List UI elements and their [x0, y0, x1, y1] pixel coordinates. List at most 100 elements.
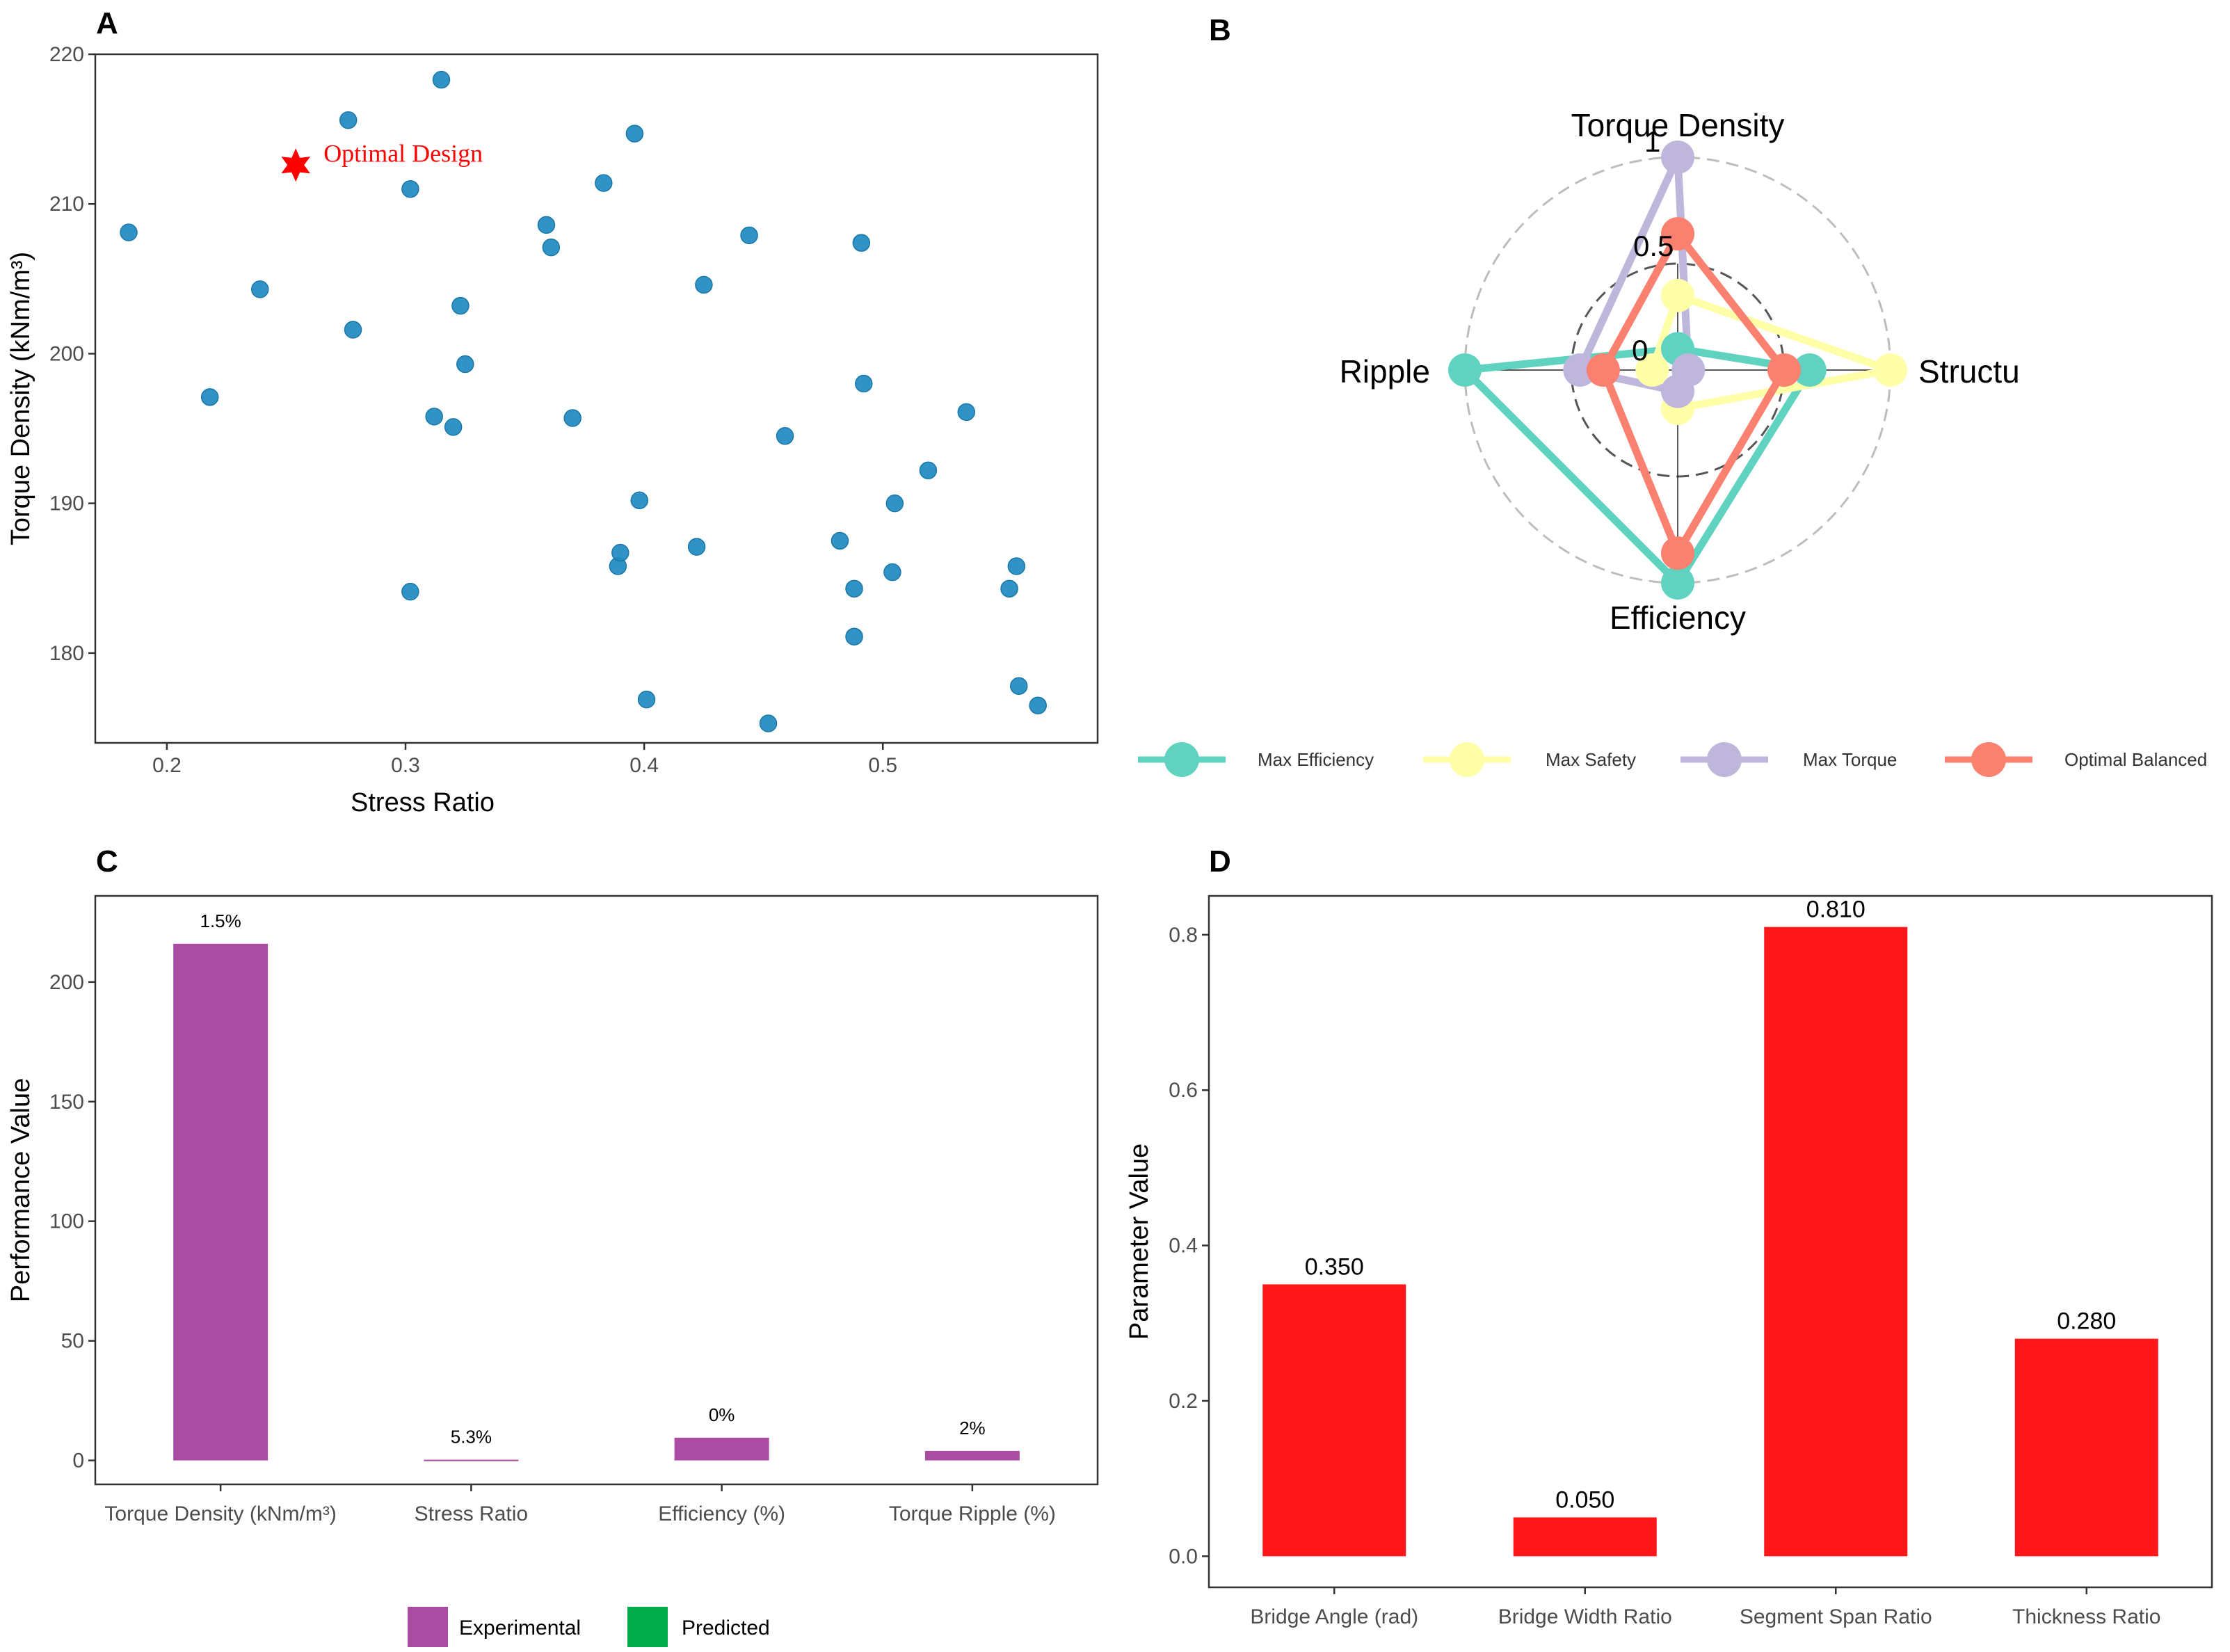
scatter-point	[344, 321, 362, 339]
x-axis-title: Stress Ratio	[351, 788, 495, 817]
legend-label-b: Max Torque	[1803, 749, 1897, 770]
scatter-point	[537, 216, 556, 234]
y-tick-label: 0.6	[1169, 1079, 1198, 1102]
bar-data-label: 0.810	[1806, 897, 1866, 923]
x-tick-label: Efficiency (%)	[658, 1502, 785, 1525]
panel-a-scatter: 0.2 0.3 0.4 0.5 180 190 200 210 220 Stress Ratio T…	[6, 43, 1099, 817]
x-tick-label: Segment Span Ratio	[1740, 1605, 1932, 1628]
legend-label-b: Max Efficiency	[1258, 749, 1374, 770]
scatter-point	[401, 582, 419, 601]
y-tick-label: 0.0	[1169, 1545, 1198, 1568]
y-tick-label: 180	[49, 642, 84, 665]
radar-point	[1563, 353, 1597, 387]
scatter-point	[740, 226, 758, 245]
radar-point	[1661, 374, 1694, 408]
scatter-point	[1000, 579, 1018, 598]
x-tick-label: Stress Ratio	[415, 1502, 528, 1525]
legend-marker-b	[1164, 742, 1199, 777]
scatter-point	[883, 563, 901, 582]
legend-marker-b	[1707, 742, 1742, 777]
bar-experimental	[424, 1459, 519, 1461]
panel-c-bar: 0 50 100 150 200 Torque Density (kNm/m³) 1.5% S…	[6, 895, 1099, 1647]
y-tick-label: 200	[49, 971, 84, 994]
optimal-design-label: Optimal Design	[323, 139, 483, 167]
x-tick-label: Thickness Ratio	[2012, 1605, 2160, 1628]
y-axis-title: Torque Density (kNm/m³)	[6, 252, 35, 545]
legend-marker-b	[1450, 742, 1484, 777]
radar-point	[1874, 353, 1907, 387]
scatter-point	[250, 280, 269, 298]
radar-point	[1635, 353, 1669, 387]
y-tick-label: 220	[49, 43, 84, 66]
scatter-point	[444, 418, 463, 436]
scatter-point	[1029, 696, 1047, 714]
legend-swatch-c	[627, 1607, 668, 1647]
bar-data-label: 0.350	[1305, 1253, 1364, 1280]
radar-axis-label-top: Torque Density	[1571, 107, 1785, 143]
panel-letter-b: B	[1209, 13, 1231, 47]
panel-letter-a: A	[96, 6, 118, 40]
scatter-point	[1010, 677, 1028, 695]
scatter-point	[957, 403, 976, 422]
y-tick-label: 0.8	[1169, 924, 1198, 947]
y-tick-label: 200	[49, 342, 84, 365]
scatter-point	[120, 223, 138, 241]
scatter-point	[200, 388, 219, 406]
bar-parameter	[1262, 1284, 1406, 1557]
scatter-point	[630, 491, 649, 510]
scatter-point	[451, 296, 470, 315]
y-axis-title: Performance Value	[6, 1078, 35, 1302]
scatter-point	[919, 461, 938, 480]
y-tick-label: 210	[49, 193, 84, 216]
scatter-point	[695, 275, 713, 294]
legend-label-c: Experimental	[459, 1617, 581, 1639]
scatter-point	[776, 427, 794, 445]
scatter-point	[611, 543, 629, 562]
scatter-point	[432, 70, 451, 89]
radar-point	[1661, 141, 1694, 174]
radar-point	[1767, 353, 1801, 387]
radar-point	[1792, 353, 1827, 387]
scatter-point	[637, 690, 656, 709]
scatter-point	[339, 111, 358, 129]
scatter-point	[542, 238, 561, 257]
y-tick-label: 100	[49, 1210, 84, 1233]
y-tick-label: 0.4	[1169, 1235, 1198, 1258]
legend-label-b: Max Safety	[1546, 749, 1636, 770]
scatter-point	[425, 408, 443, 426]
y-tick-label: 150	[49, 1091, 84, 1114]
x-tick-label: 0.4	[629, 754, 659, 777]
y-tick-label: 0	[72, 1450, 84, 1473]
x-tick-label: 0.5	[868, 754, 897, 777]
y-tick-label: 0.2	[1169, 1390, 1198, 1413]
scatter-point	[845, 579, 863, 598]
radar-point	[1586, 353, 1620, 387]
bar-data-label: 1.5%	[200, 911, 241, 931]
y-tick-label: 50	[61, 1330, 84, 1353]
bar-experimental	[924, 1450, 1020, 1461]
legend-marker-b	[1971, 742, 2006, 777]
y-tick-label: 190	[49, 492, 84, 515]
scatter-point	[595, 174, 613, 192]
radar-tick-label: 1	[1644, 125, 1660, 158]
bar-data-label: 0.050	[1555, 1486, 1614, 1513]
panel-letter-c: C	[96, 844, 118, 879]
scatter-point	[456, 355, 474, 374]
radar-axis-label-bottom: Efficiency	[1610, 600, 1746, 636]
panel-letter-d: D	[1209, 844, 1231, 879]
radar-point	[1448, 353, 1482, 387]
plot-frame-a	[94, 53, 1099, 744]
plot-frame-c	[94, 895, 1099, 1486]
legend-label-c: Predicted	[682, 1617, 770, 1639]
scatter-point	[1007, 557, 1026, 575]
radar-tick-label: 0	[1632, 334, 1648, 367]
bar-parameter	[1764, 927, 1908, 1557]
x-tick-label: Bridge Angle (rad)	[1250, 1605, 1418, 1628]
scatter-point	[759, 714, 778, 732]
legend-label-b: Optimal Balanced	[2064, 749, 2207, 770]
x-tick-label: Torque Ripple (%)	[889, 1502, 1056, 1525]
radar-axis-label-right: Structu	[1918, 353, 2020, 390]
bar-experimental	[674, 1437, 769, 1461]
radar-point	[1661, 536, 1694, 570]
